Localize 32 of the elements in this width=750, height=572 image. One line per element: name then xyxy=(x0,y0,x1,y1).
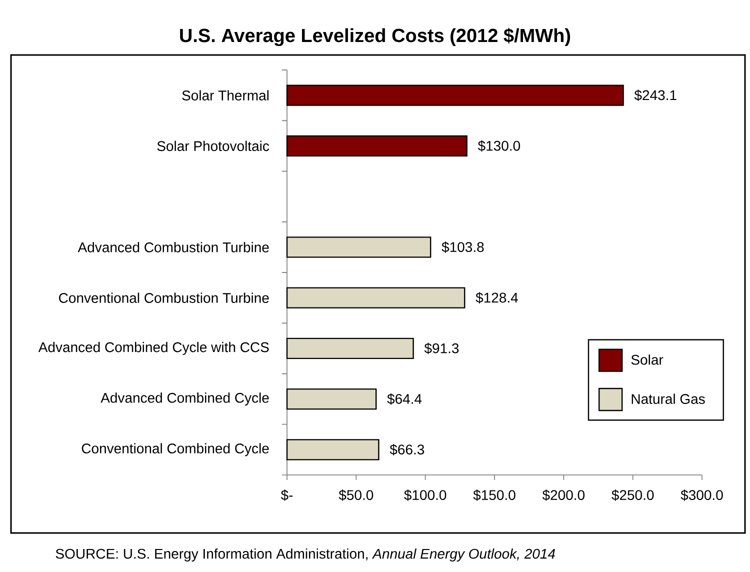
y-tick-label: Conventional Combustion Turbine xyxy=(59,292,269,303)
legend-label: Solar xyxy=(631,354,664,365)
bar xyxy=(286,287,466,308)
data-label: $91.3 xyxy=(424,342,459,354)
x-tick-label: $100.0 xyxy=(404,490,446,501)
x-tick-label: $150.0 xyxy=(473,490,516,501)
source-note: SOURCE: U.S. Energy Information Administration, Annual Energy Outlook, 2014 xyxy=(56,548,555,562)
data-label: $64.4 xyxy=(387,393,422,405)
x-tick-label: $200.0 xyxy=(542,490,585,501)
data-label: $243.1 xyxy=(634,90,676,101)
data-label: $66.3 xyxy=(390,444,424,456)
chart-title: U.S. Average Levelized Costs (2012 $/MWh) xyxy=(180,28,570,46)
data-label: $130.0 xyxy=(478,140,520,152)
x-tick-label: $300.0 xyxy=(680,490,723,501)
y-tick-label: Advanced Combined Cycle xyxy=(100,392,269,406)
x-tick-label: $- xyxy=(280,490,293,501)
y-tick-label: Solar Photovoltaic xyxy=(157,140,270,152)
data-label: $128.4 xyxy=(476,292,518,304)
bar xyxy=(286,84,624,106)
bar xyxy=(286,338,414,360)
x-tick-label: $250.0 xyxy=(612,490,654,501)
legend-label: Natural Gas xyxy=(632,394,705,404)
y-tick-label: Conventional Combined Cycle xyxy=(82,443,269,456)
y-tick-label: Solar Thermal xyxy=(182,90,269,100)
y-tick-label: Advanced Combined Cycle with CCS xyxy=(38,342,269,355)
x-tick-label: $50.0 xyxy=(338,490,374,501)
bar xyxy=(286,135,468,157)
y-tick-label: Advanced Combustion Turbine xyxy=(78,242,269,252)
bar xyxy=(286,388,377,410)
bar xyxy=(286,439,380,460)
bar xyxy=(286,236,432,258)
data-label: $103.8 xyxy=(442,242,484,253)
